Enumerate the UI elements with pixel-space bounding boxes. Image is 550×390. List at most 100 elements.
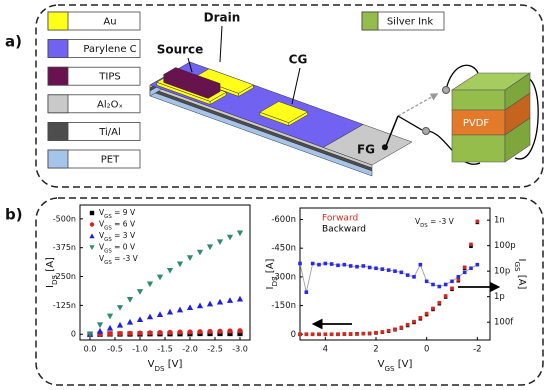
data-point (424, 279, 429, 284)
data-point (166, 308, 174, 315)
data-point (456, 277, 461, 282)
x-axis-title: VDS [V] (148, 359, 183, 373)
data-point (237, 330, 243, 337)
data-point (226, 234, 234, 241)
panel-label: b) (5, 206, 23, 224)
annotation: VGS = -3 V (99, 254, 139, 266)
data-point (431, 282, 435, 287)
legend-swatch (47, 94, 69, 114)
data-point (186, 304, 194, 311)
data-point (329, 262, 334, 266)
data-point (227, 328, 233, 334)
y-tick-label: 0 (71, 330, 76, 339)
x-tick-label: 0 (424, 345, 429, 355)
data-point (206, 300, 214, 307)
data-point (475, 262, 480, 267)
legend-label: TIPS (98, 72, 120, 83)
legend-swatch (47, 149, 69, 169)
data-point (462, 265, 467, 270)
data-point (304, 290, 309, 294)
data-point (167, 329, 173, 335)
fg-label: FG (357, 143, 375, 157)
y-tick-label: -500n (53, 214, 76, 223)
x-tick-label: 0.0 (84, 345, 97, 354)
contact (442, 86, 450, 94)
data-point (323, 261, 328, 266)
data-point (137, 330, 143, 336)
y2-tick-label: 100f (494, 318, 514, 328)
data-point (329, 332, 334, 337)
data-point (317, 332, 321, 337)
legend-swatch (361, 11, 379, 31)
x-tick-label: 4 (323, 345, 328, 355)
contact (422, 127, 430, 135)
data-point (355, 264, 359, 269)
data-point (456, 275, 461, 279)
data-point (106, 324, 114, 331)
data-point (176, 306, 184, 313)
data-point (380, 267, 385, 271)
legend-marker (89, 222, 95, 227)
data-point (86, 331, 94, 338)
data-point (310, 332, 315, 337)
data-point (217, 328, 223, 334)
legend-label: Au (103, 17, 116, 28)
wire (445, 64, 479, 91)
data-point (117, 330, 123, 337)
y-tick-label: -300n (271, 272, 296, 282)
pvdf-label: PVDF (463, 118, 490, 129)
data-point (374, 266, 378, 271)
data-point (437, 300, 442, 305)
legend-swatch (47, 11, 69, 31)
panel-b-frame (35, 197, 544, 386)
data-point (469, 242, 473, 247)
data-point (367, 265, 372, 270)
x-tick-label: -1.5 (157, 345, 173, 354)
legend-swatch (47, 66, 69, 86)
y-tick-label: -125n (53, 301, 76, 310)
panel-label: a) (5, 33, 22, 51)
data-point (216, 239, 224, 246)
data-point (475, 219, 480, 224)
legend-label: Parylene C (83, 44, 136, 55)
cube-face (451, 89, 506, 111)
data-point (405, 322, 410, 327)
data-point (206, 244, 214, 251)
data-point (187, 329, 193, 335)
data-point (106, 313, 114, 320)
wire (397, 115, 423, 131)
data-point (380, 330, 385, 334)
data-point (310, 261, 315, 266)
legend-label: PET (101, 155, 120, 166)
y-axis-title: IDS [A] (45, 257, 59, 288)
data-point (374, 330, 378, 335)
data-point (176, 261, 184, 268)
legend-swatch (47, 122, 69, 141)
y-tick-label: -250n (53, 272, 76, 281)
x-tick-label: -0.5 (107, 345, 123, 354)
data-point (147, 330, 153, 336)
data-point (127, 330, 133, 336)
data-point (348, 264, 353, 268)
x-tick-label: -2.5 (207, 345, 223, 354)
legend-label: VGS = 0 V (99, 243, 136, 255)
data-point (361, 264, 366, 268)
data-point (126, 297, 134, 303)
data-point (298, 261, 302, 266)
y-axis-title: IDS [A] (265, 258, 279, 289)
data-point (469, 266, 473, 271)
data-point (236, 230, 244, 237)
data-point (116, 321, 124, 328)
data-point (317, 262, 321, 267)
y2-tick-label: 10p (494, 267, 510, 277)
x-tick-label: -2.0 (182, 345, 198, 354)
block-top (259, 101, 309, 123)
panel-a-frame (35, 4, 544, 188)
data-point (136, 289, 144, 295)
x-tick-label: 2 (373, 345, 378, 355)
data-point (386, 329, 391, 333)
data-point (107, 331, 113, 337)
y-tick-label: 0 (291, 330, 296, 340)
data-point (126, 318, 134, 325)
